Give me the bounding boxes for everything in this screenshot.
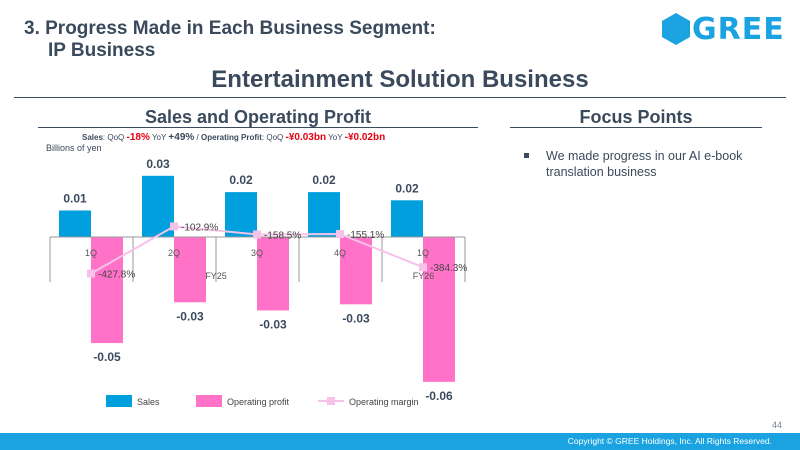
sales-data-label: 0.02 [395, 181, 419, 195]
yoy-qoq-summary: Sales: QoQ -18% YoY +49% / Operating Pro… [82, 132, 386, 143]
fiscal-year-label: FY25 [205, 271, 227, 281]
x-tick-label: 4Q [334, 248, 346, 258]
sales-bar [225, 192, 257, 237]
sales-bar [308, 192, 340, 237]
operating-margin-point [419, 263, 427, 272]
page-number: 44 [772, 420, 783, 430]
summary-bn-2: bn [372, 132, 386, 143]
focus-points-rule [510, 127, 762, 128]
slide-title: 3. Progress Made in Each Business Segmen… [24, 18, 436, 62]
operating-profit-data-label: -0.03 [176, 309, 204, 323]
summary-pct-2: % [185, 132, 195, 143]
summary-sales-qoq: -18 [126, 132, 141, 143]
legend-operating-profit-swatch [196, 395, 222, 407]
bullet-icon [524, 153, 529, 158]
sales-bar [59, 210, 91, 237]
summary-op-label: Operating Profit [201, 133, 262, 142]
main-title: Entertainment Solution Business [211, 66, 589, 93]
operating-profit-data-label: -0.06 [425, 389, 453, 403]
sales-data-label: 0.03 [146, 157, 170, 171]
operating-profit-bar [91, 237, 123, 344]
x-tick-label: 1Q [85, 248, 97, 258]
copyright-text: Copyright © GREE Holdings, Inc. All Righ… [567, 436, 772, 446]
legend-sales-swatch [106, 395, 132, 407]
summary-sales-label: Sales [82, 133, 103, 142]
slide-title-line2: IP Business [48, 40, 156, 61]
operating-profit-data-label: -0.03 [342, 311, 370, 325]
summary-separator: / [196, 133, 199, 142]
sales-op-profit-heading: Sales and Operating Profit [144, 107, 372, 127]
operating-profit-bar [174, 237, 206, 303]
operating-profit-bar [423, 237, 455, 382]
operating-profit-bar [257, 237, 289, 311]
operating-profit-data-label: -0.03 [259, 317, 287, 331]
focus-points-heading: Focus Points [579, 107, 693, 127]
gree-logo-text: GREE [692, 12, 785, 47]
operating-profit-data-label: -0.05 [93, 350, 121, 364]
sales-bar [391, 200, 423, 237]
footer-bar: Copyright © GREE Holdings, Inc. All Righ… [0, 433, 800, 450]
fiscal-year-label: FY26 [413, 271, 435, 281]
x-tick-label: 2Q [168, 248, 180, 258]
summary-op-qoq-label: QoQ [266, 133, 284, 142]
operating-profit-bar [340, 237, 372, 305]
summary-sales-yoy-label: YoY [151, 133, 167, 142]
operating-margin-data-label: -102.9% [181, 222, 218, 233]
sales-data-label: 0.01 [63, 191, 87, 205]
summary-bn: bn [313, 132, 327, 143]
operating-margin-data-label: -384.3% [430, 263, 467, 274]
sales-data-label: 0.02 [229, 173, 253, 187]
slide-title-line1: 3. Progress Made in Each Business Segmen… [24, 18, 436, 39]
legend-operating-margin-label: Operating margin [349, 397, 419, 407]
unit-label: Billions of yen [46, 143, 102, 153]
x-tick-label: 1Q [417, 248, 429, 258]
summary-op-yoy: -¥0.02 [344, 132, 373, 143]
sales-op-profit-rule [38, 127, 478, 128]
main-title-rule [14, 97, 786, 98]
operating-margin-point [170, 222, 178, 231]
summary-sales-yoy: +49 [168, 132, 186, 143]
summary-op-yoy-label: YoY [328, 133, 343, 142]
legend-operating-margin-marker [327, 397, 335, 405]
legend-operating-profit-label: Operating profit [227, 397, 290, 407]
summary-sales-qoq-label: QoQ [107, 133, 125, 142]
gree-logo [662, 13, 690, 45]
operating-margin-data-label: -427.8% [98, 270, 135, 281]
operating-margin-point [336, 229, 344, 238]
sales-data-label: 0.02 [312, 173, 336, 187]
operating-margin-point [253, 230, 261, 239]
sales-bar [142, 175, 174, 237]
summary-op-qoq: -¥0.03 [285, 132, 314, 143]
x-tick-label: 3Q [251, 248, 263, 258]
operating-margin-data-label: -158.5% [264, 230, 301, 241]
operating-margin-point [87, 269, 95, 278]
summary-pct: % [140, 132, 150, 143]
focus-point-text: We made progress in our AI e-book transl… [546, 149, 743, 179]
operating-margin-data-label: -155.1% [347, 230, 384, 241]
gree-logo-hexagon-icon [662, 13, 690, 45]
legend-sales-label: Sales [137, 397, 160, 407]
